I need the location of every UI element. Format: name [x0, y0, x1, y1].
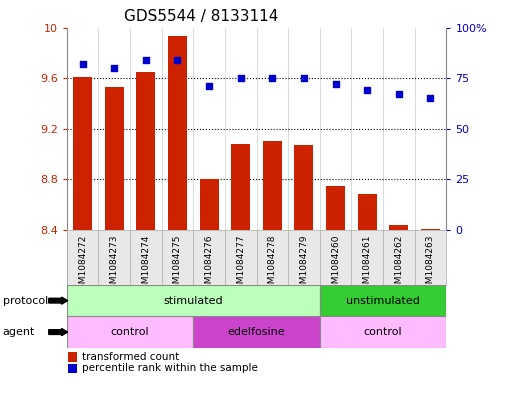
Text: agent: agent: [3, 327, 35, 337]
Bar: [105, 87, 124, 230]
Point: [173, 57, 182, 63]
Point: [268, 75, 277, 81]
Text: control: control: [364, 327, 402, 337]
Bar: [320, 285, 446, 316]
Bar: [294, 145, 313, 230]
Text: GSM1084275: GSM1084275: [173, 234, 182, 295]
Bar: [326, 185, 345, 230]
Text: GSM1084272: GSM1084272: [78, 234, 87, 295]
Point: [78, 61, 87, 67]
Text: GSM1084273: GSM1084273: [110, 234, 119, 295]
Text: GSM1084274: GSM1084274: [141, 234, 150, 295]
Point: [394, 91, 403, 97]
Point: [426, 95, 435, 101]
Point: [142, 57, 150, 63]
Text: GSM1084262: GSM1084262: [394, 234, 403, 295]
Text: GSM1084261: GSM1084261: [363, 234, 372, 295]
Bar: [193, 316, 320, 348]
Text: protocol: protocol: [3, 296, 48, 306]
Text: edelfosine: edelfosine: [228, 327, 285, 337]
Bar: [320, 316, 446, 348]
Bar: [67, 316, 193, 348]
Bar: [200, 179, 219, 230]
Text: control: control: [111, 327, 149, 337]
Point: [300, 75, 308, 81]
Bar: [263, 141, 282, 230]
Point: [331, 81, 340, 87]
Bar: [389, 225, 408, 230]
Text: GSM1084276: GSM1084276: [205, 234, 213, 295]
Text: stimulated: stimulated: [164, 296, 223, 306]
Text: GSM1084279: GSM1084279: [300, 234, 308, 295]
Bar: [168, 37, 187, 230]
Point: [363, 87, 371, 94]
Text: GSM1084278: GSM1084278: [268, 234, 277, 295]
Text: GDS5544 / 8133114: GDS5544 / 8133114: [124, 9, 278, 24]
Text: GSM1084263: GSM1084263: [426, 234, 435, 295]
Bar: [231, 144, 250, 230]
Bar: [73, 77, 92, 230]
Text: transformed count: transformed count: [82, 352, 180, 362]
Text: unstimulated: unstimulated: [346, 296, 420, 306]
Bar: [358, 195, 377, 230]
Point: [205, 83, 213, 89]
Text: percentile rank within the sample: percentile rank within the sample: [82, 364, 258, 373]
Bar: [67, 285, 320, 316]
Point: [236, 75, 245, 81]
Bar: [136, 72, 155, 230]
Point: [110, 65, 118, 71]
Text: GSM1084260: GSM1084260: [331, 234, 340, 295]
Text: GSM1084277: GSM1084277: [236, 234, 245, 295]
Bar: [421, 229, 440, 230]
